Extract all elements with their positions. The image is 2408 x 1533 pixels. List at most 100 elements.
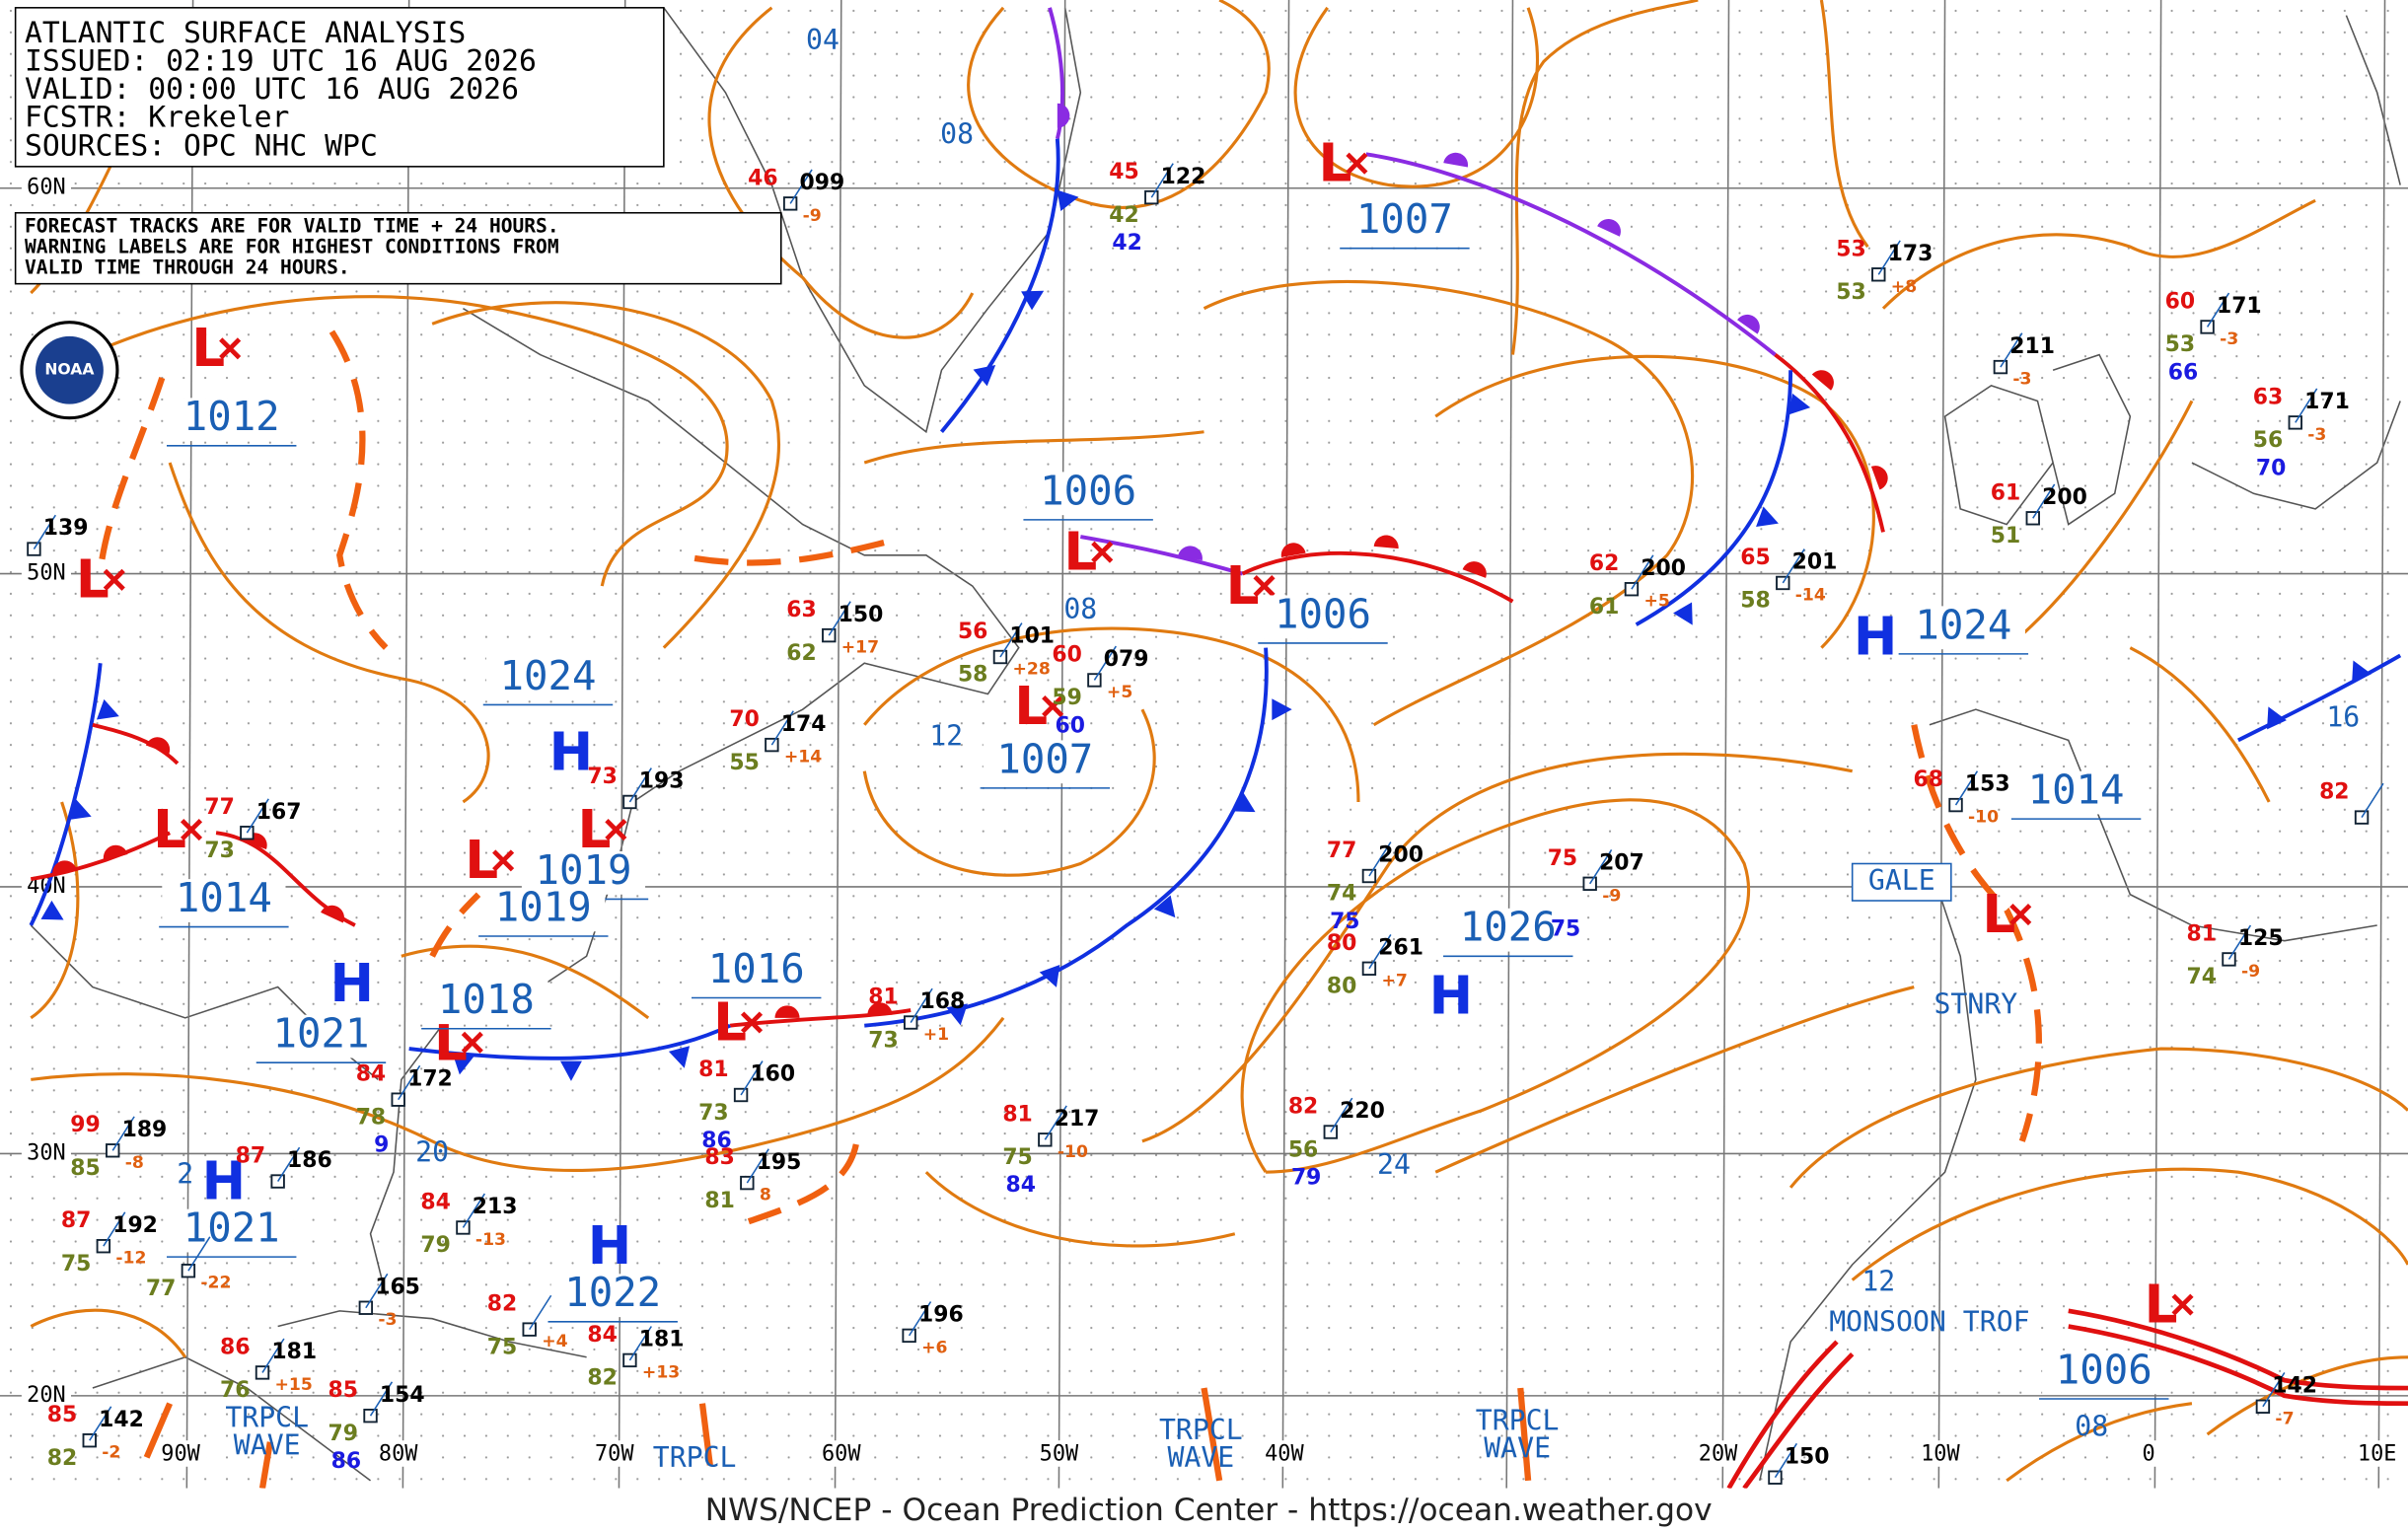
trough xyxy=(97,377,166,571)
annotation: WAVE xyxy=(1484,1432,1551,1465)
wind-barb xyxy=(462,1193,485,1228)
station-tendency: -22 xyxy=(200,1274,231,1293)
station-tendency: +15 xyxy=(275,1375,313,1395)
station-dewpoint: 74 xyxy=(2187,965,2217,989)
noaa-logo-inner xyxy=(35,335,104,404)
pressure-label-bg xyxy=(521,850,646,895)
station-temp: 77 xyxy=(1327,839,1356,863)
monsoon-trough xyxy=(2068,1308,2408,1391)
station-temp: 81 xyxy=(2187,921,2217,946)
cold-front-pip xyxy=(68,799,92,821)
lat-label-box xyxy=(21,174,71,202)
station-dewpoint: 58 xyxy=(1740,589,1770,614)
front xyxy=(1365,152,1777,357)
wind-barb xyxy=(2295,388,2318,423)
tropical-wave xyxy=(258,1441,273,1490)
wind-barb xyxy=(369,1381,394,1417)
station-other: 84 xyxy=(1005,1173,1035,1198)
station-pressure: 200 xyxy=(2042,485,2087,510)
lon-label-box xyxy=(2351,1440,2404,1467)
station-temp: 65 xyxy=(1740,546,1770,570)
warm-front-pip xyxy=(1178,546,1203,561)
pressure-label-bg xyxy=(1901,606,2025,650)
station-pressure: 181 xyxy=(271,1340,317,1364)
wind-barb xyxy=(1150,163,1174,198)
central-pressure: 1026 xyxy=(1460,904,1557,951)
isobar xyxy=(863,626,1360,802)
wind-barb xyxy=(1368,933,1392,970)
annotation: TRPCL xyxy=(1476,1404,1560,1436)
meridian xyxy=(2153,0,2162,1489)
note-line: VALID TIME THROUGH 24 HOURS. xyxy=(25,256,350,279)
pressure-label-bg xyxy=(550,1274,675,1318)
center-x xyxy=(461,1031,483,1054)
station-temp: 73 xyxy=(587,765,617,789)
station-temp: 68 xyxy=(1914,767,1943,792)
trough xyxy=(328,329,389,650)
lon-label-box xyxy=(154,1440,207,1467)
lat-label: 50N xyxy=(27,561,66,586)
warm-front-pip xyxy=(1597,219,1621,237)
header-line: ATLANTIC SURFACE ANALYSIS xyxy=(25,16,466,50)
station-dewpoint: 53 xyxy=(1836,280,1865,305)
monsoon-trough xyxy=(1742,1351,1855,1491)
high-center: H xyxy=(1429,966,1474,1027)
station-other: 79 xyxy=(1291,1165,1321,1190)
front xyxy=(2237,653,2402,743)
lat-label: 30N xyxy=(27,1140,66,1165)
isobar xyxy=(1203,279,1694,727)
station-pressure: 220 xyxy=(1340,1099,1385,1124)
central-pressure: 1024 xyxy=(500,652,597,699)
header-line: ISSUED: 02:19 UTC 16 AUG 2026 xyxy=(25,44,537,79)
station-dewpoint: 75 xyxy=(1002,1145,1032,1170)
station-dewpoint: 59 xyxy=(1052,686,1081,710)
station-tendency: +13 xyxy=(642,1362,680,1382)
lon-label-box xyxy=(1258,1440,1311,1467)
wind-barb xyxy=(398,1064,421,1101)
cold-front-pip xyxy=(452,1053,474,1075)
cold-front-pip xyxy=(1788,393,1811,415)
header-line: SOURCES: OPC NHC WPC xyxy=(25,128,378,163)
station-pressure: 207 xyxy=(1599,850,1644,875)
pressure-label-bg xyxy=(170,1208,294,1253)
central-pressure: 1021 xyxy=(272,1010,369,1058)
station-tendency: +17 xyxy=(841,638,879,658)
isobar xyxy=(2006,1402,2193,1483)
low-center: L xyxy=(2145,1274,2178,1335)
station-pressure: 150 xyxy=(839,603,884,627)
station-marker xyxy=(106,1143,120,1158)
tropical-wave xyxy=(143,1402,173,1459)
isobar xyxy=(1240,798,1751,1174)
station-pressure: 142 xyxy=(2272,1373,2317,1398)
wind-barb xyxy=(1589,849,1613,885)
central-pressure: 1016 xyxy=(708,945,805,992)
central-pressure: 1006 xyxy=(1040,467,1136,514)
station-pressure: 165 xyxy=(375,1275,420,1299)
isobar xyxy=(30,1308,187,1358)
station-tendency: -2 xyxy=(102,1443,120,1463)
station-marker xyxy=(1948,797,1963,813)
isobar xyxy=(2129,646,2271,803)
trough xyxy=(429,892,481,958)
station-dewpoint: 73 xyxy=(204,839,234,863)
tropical-wave xyxy=(698,1403,713,1466)
annotation: WAVE xyxy=(234,1428,301,1461)
wind-barb xyxy=(628,767,652,803)
central-pressure: 1024 xyxy=(1915,601,2011,648)
station-marker xyxy=(1582,876,1597,892)
note-line: WARNING LABELS ARE FOR HIGHEST CONDITION… xyxy=(25,235,559,257)
isobar xyxy=(2006,400,2194,649)
wind-barb xyxy=(770,710,794,746)
station-temp: 87 xyxy=(61,1208,91,1233)
isobar xyxy=(401,944,650,1020)
center-x xyxy=(2171,1293,2194,1316)
wind-barb xyxy=(999,622,1023,658)
annotation: MONSOON TROF xyxy=(1829,1305,2029,1338)
low-center: L xyxy=(713,991,747,1053)
station-temp: 81 xyxy=(698,1058,728,1082)
station-dewpoint: 75 xyxy=(61,1252,91,1277)
station-tendency: +7 xyxy=(1381,971,1407,990)
central-pressure: 1014 xyxy=(176,874,272,921)
station-pressure: 174 xyxy=(781,712,827,737)
cold-front-pip xyxy=(1756,506,1779,528)
